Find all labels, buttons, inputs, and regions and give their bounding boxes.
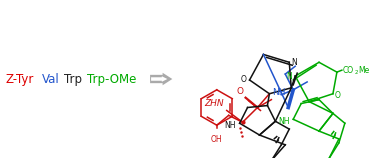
Text: ZHN: ZHN	[204, 100, 224, 108]
FancyArrowPatch shape	[151, 76, 167, 82]
Text: O: O	[237, 87, 243, 96]
Text: NH: NH	[278, 117, 289, 126]
Text: N: N	[287, 72, 292, 81]
Text: O: O	[241, 76, 246, 84]
Text: CO: CO	[343, 66, 354, 75]
Text: OH: OH	[211, 135, 223, 144]
Text: NH: NH	[224, 121, 235, 130]
Text: 2: 2	[355, 70, 358, 75]
Text: Val: Val	[42, 73, 59, 86]
Text: Trp-OMe: Trp-OMe	[87, 73, 137, 86]
Text: Me: Me	[359, 66, 370, 75]
Text: NH: NH	[273, 88, 286, 97]
Text: Trp: Trp	[64, 73, 82, 86]
Text: Z-Tyr: Z-Tyr	[5, 73, 34, 86]
Text: O: O	[335, 91, 341, 100]
Text: N: N	[291, 58, 297, 67]
FancyArrowPatch shape	[150, 73, 172, 85]
